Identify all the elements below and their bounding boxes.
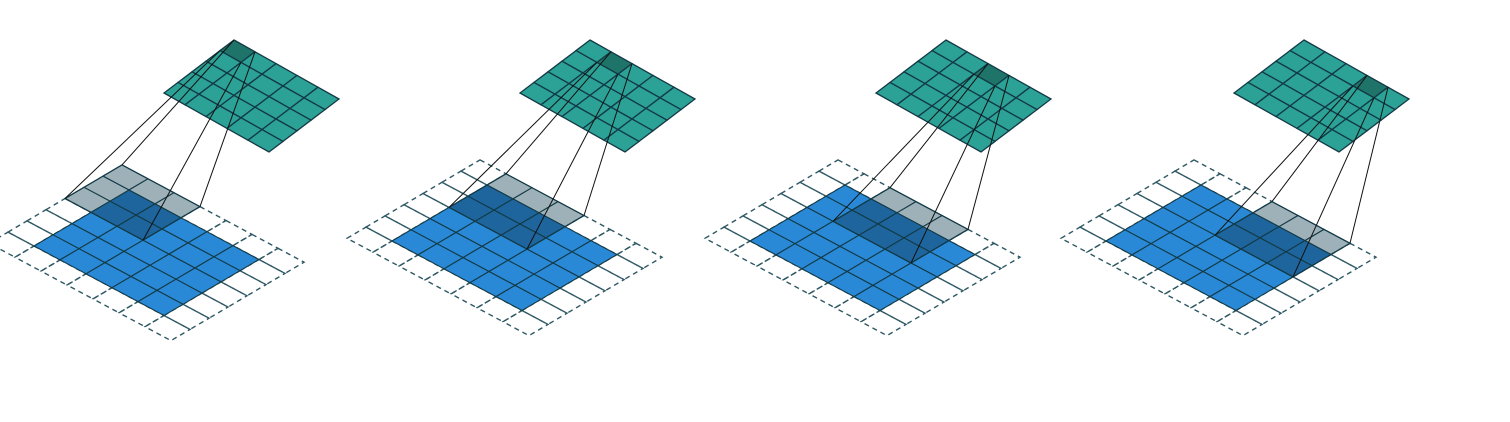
input-cell	[136, 289, 185, 317]
input-cell	[1208, 284, 1257, 312]
padding-cell	[722, 215, 771, 242]
padding-cell	[1078, 215, 1127, 242]
padding-cell	[703, 226, 752, 254]
projection-line	[889, 63, 989, 189]
projection-line	[199, 51, 256, 207]
padding-cell	[1291, 264, 1340, 292]
input-grid	[748, 184, 977, 312]
projection-line	[64, 50, 221, 199]
padding-cell	[1272, 276, 1321, 303]
padding-cell	[440, 170, 489, 198]
padding-cell	[916, 276, 965, 303]
padding-cell	[947, 228, 996, 256]
padding-cell	[364, 215, 413, 242]
padding-cell	[520, 298, 569, 326]
padding-cell	[205, 219, 254, 247]
projection-line	[142, 62, 242, 241]
padding-cell	[25, 208, 74, 236]
padding-cell	[798, 170, 847, 198]
padding-cell	[897, 287, 946, 315]
output-cell	[1316, 128, 1355, 153]
padding-cell	[741, 203, 790, 231]
padding-cell	[1310, 253, 1359, 281]
padding-cell	[402, 192, 451, 220]
output-cell	[958, 128, 997, 153]
padding-cell	[1154, 170, 1203, 198]
padding-cell	[1215, 309, 1264, 337]
projection-line	[910, 85, 996, 264]
padding-cell	[1097, 203, 1146, 231]
output-grid	[1232, 39, 1411, 153]
padding-cell	[231, 233, 280, 261]
projection-line	[1271, 75, 1368, 202]
input-grid	[390, 184, 619, 312]
padding-cell	[162, 303, 211, 331]
padding-cell	[0, 231, 36, 259]
padding-cell	[459, 159, 508, 186]
input-cell	[852, 284, 901, 312]
input-grid	[32, 189, 261, 317]
padding-cell	[1116, 192, 1165, 220]
padding-cell	[817, 159, 866, 186]
padding-cell	[1199, 172, 1248, 200]
padding-cell	[1234, 298, 1283, 326]
conv-frame-4	[1059, 39, 1411, 337]
padding-cell	[779, 181, 828, 209]
conv-frame-3	[703, 39, 1053, 337]
output-grid	[874, 39, 1053, 153]
padding-cell	[954, 253, 1003, 281]
padding-cell	[1135, 181, 1184, 209]
padding-cell	[935, 264, 984, 292]
padding-cell	[501, 309, 550, 337]
padding-cell	[143, 314, 192, 342]
padding-cell	[596, 253, 645, 281]
padding-cell	[760, 192, 809, 220]
padding-cell	[1253, 287, 1302, 315]
projection-line	[583, 63, 633, 216]
padding-cell	[200, 281, 249, 308]
padding-cell	[6, 220, 55, 247]
padding-cell	[973, 242, 1022, 270]
padding-cell	[878, 298, 927, 326]
padding-cell	[383, 203, 432, 231]
padding-cell	[563, 214, 612, 242]
projection-line	[1349, 87, 1389, 244]
output-grid	[162, 39, 341, 153]
input-cell	[494, 284, 543, 312]
padding-cell	[181, 292, 230, 320]
padding-cell	[421, 181, 470, 209]
conv-frame-2	[345, 39, 697, 337]
conv-frame-1	[0, 39, 341, 342]
input-grid	[1104, 184, 1333, 312]
output-cell	[246, 128, 285, 153]
padding-cell	[539, 287, 588, 315]
padding-cell	[219, 269, 268, 297]
output-grid	[518, 39, 697, 153]
projection-line	[1292, 97, 1375, 278]
padding-cell	[589, 228, 638, 256]
projection-line	[121, 39, 235, 166]
padding-cell	[345, 226, 394, 254]
padding-cell	[843, 172, 892, 200]
padding-cell	[238, 258, 287, 286]
projection-line	[1214, 85, 1354, 236]
projection-line	[526, 73, 619, 250]
padding-cell	[179, 205, 228, 233]
padding-cell	[577, 264, 626, 292]
padding-cell	[1173, 159, 1222, 186]
padding-cell	[1059, 226, 1108, 254]
padding-cell	[1329, 242, 1378, 270]
padding-cell	[615, 242, 664, 270]
padding-cell	[1225, 186, 1274, 214]
projection-line	[505, 51, 612, 175]
projection-line	[448, 62, 598, 208]
padding-cell	[257, 247, 306, 275]
projection-line	[967, 75, 1010, 230]
padding-cell	[558, 276, 607, 303]
padding-cell	[859, 309, 908, 337]
projection-line	[832, 73, 975, 222]
